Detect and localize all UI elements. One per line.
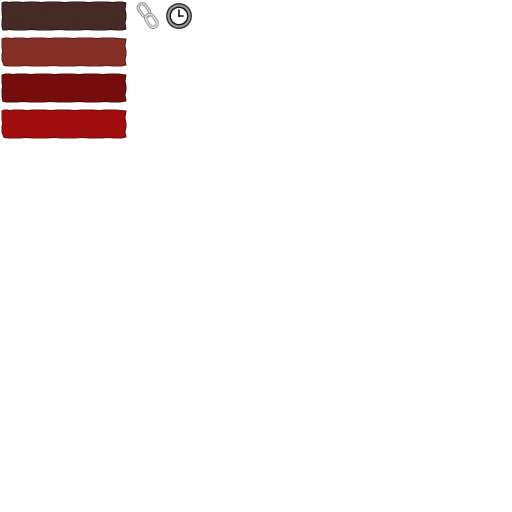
link-icon [135,1,161,31]
clock-icon [165,2,193,30]
bar-fill [1,73,127,103]
swatch-dark-red [1,73,127,103]
bar-fill [1,109,127,139]
swatch-red [1,109,127,139]
bar-fill [1,1,127,31]
swatch-bars [1,1,127,145]
swatch-dark-brown [1,1,127,31]
bar-fill [1,37,127,67]
swatch-rust-brown [1,37,127,67]
